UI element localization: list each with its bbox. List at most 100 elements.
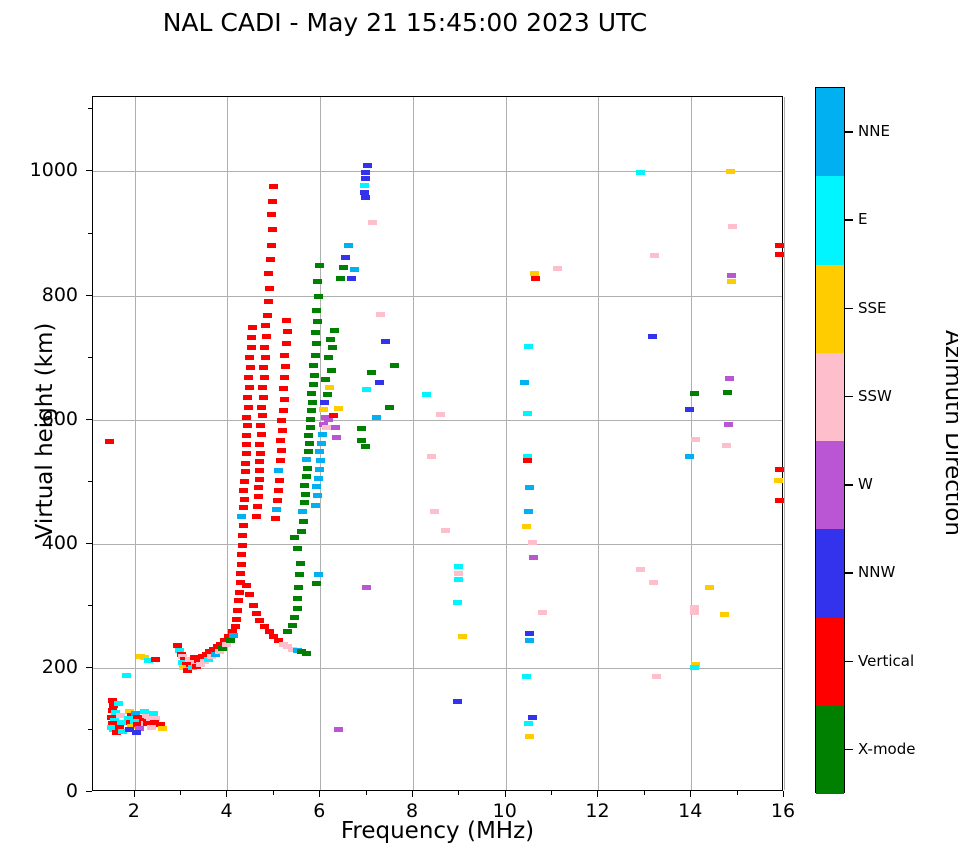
data-point [262, 312, 272, 318]
y-tick [86, 170, 92, 172]
colorbar-band-e [816, 176, 844, 265]
data-point [109, 702, 119, 708]
data-point [238, 487, 248, 493]
data-point [131, 711, 141, 717]
colorbar-tick [845, 572, 853, 574]
data-point [235, 579, 245, 585]
colorbar-tick [845, 307, 853, 310]
data-point [133, 715, 143, 721]
data-point [312, 319, 322, 325]
data-point [263, 270, 273, 276]
data-point [292, 648, 302, 654]
colorbar [815, 87, 845, 794]
data-point [313, 294, 323, 300]
data-point [313, 572, 323, 578]
colorbar-label-e: E [858, 210, 868, 229]
data-point [238, 522, 248, 528]
data-point [275, 458, 285, 464]
data-point [255, 442, 265, 447]
data-point [259, 365, 269, 371]
data-point [277, 428, 287, 434]
data-point [239, 496, 249, 502]
data-point [264, 629, 274, 635]
y-tick-label: 800 [41, 283, 78, 306]
data-point [648, 579, 658, 585]
x-tick-minor [272, 791, 274, 795]
colorbar-tick [845, 748, 853, 751]
data-point [293, 595, 303, 601]
data-point [282, 341, 292, 347]
data-point [235, 571, 245, 577]
data-point [144, 657, 154, 663]
data-point [158, 726, 168, 732]
data-point [309, 382, 319, 388]
data-point [251, 610, 261, 616]
x-tick-label: 14 [678, 800, 703, 822]
data-point [530, 275, 540, 281]
data-point [257, 432, 267, 438]
data-point [124, 708, 134, 714]
data-point [225, 638, 235, 644]
colorbar-label-ssw: SSW [858, 386, 892, 405]
data-point [725, 168, 735, 174]
y-tick-label: 400 [41, 531, 78, 554]
data-point [118, 728, 128, 734]
data-point [273, 497, 283, 503]
data-point [275, 438, 285, 444]
data-point [289, 535, 299, 541]
data-point [281, 363, 291, 369]
gridline-vertical [227, 97, 229, 790]
x-tick-minor [643, 791, 645, 795]
data-point [260, 374, 270, 380]
colorbar-band-ssw [816, 352, 844, 441]
gridline-horizontal [93, 295, 782, 297]
data-point [280, 352, 290, 358]
data-point [375, 379, 385, 385]
data-point [271, 516, 281, 522]
data-point [109, 717, 119, 723]
data-point [110, 710, 120, 716]
data-point [347, 275, 357, 281]
data-point [172, 643, 182, 649]
data-point [155, 722, 165, 728]
gridline-vertical [691, 97, 693, 790]
data-point [361, 170, 371, 176]
data-point [311, 330, 321, 336]
data-point [296, 561, 306, 567]
data-point [457, 634, 467, 640]
data-point [138, 717, 148, 723]
plot-area [92, 96, 785, 791]
data-point [330, 424, 340, 430]
data-point [720, 612, 730, 618]
data-point [258, 384, 268, 390]
colorbar-title: Azimuth Direction [940, 330, 958, 536]
y-tick-label: 0 [65, 780, 78, 802]
data-point [726, 273, 736, 279]
data-point [299, 518, 309, 524]
colorbar-tick [845, 395, 853, 398]
data-point [524, 509, 534, 515]
data-point [360, 182, 370, 188]
data-point [323, 392, 333, 398]
data-point [522, 410, 532, 416]
data-point [529, 270, 539, 276]
data-point [274, 487, 283, 493]
data-point [307, 391, 317, 397]
data-point [332, 434, 342, 440]
data-point [440, 527, 450, 533]
data-point [297, 649, 307, 655]
data-point [274, 468, 283, 474]
y-tick-minor [88, 728, 92, 730]
data-point [313, 475, 323, 481]
colorbar-label-w: W [858, 475, 873, 494]
data-point [324, 355, 334, 361]
data-point [185, 661, 195, 667]
y-tick-label: 1000 [29, 159, 78, 182]
data-point [317, 432, 327, 438]
data-point [325, 336, 335, 342]
data-point [724, 376, 734, 382]
data-point [309, 362, 319, 368]
data-point [135, 654, 145, 660]
data-point [453, 571, 463, 577]
